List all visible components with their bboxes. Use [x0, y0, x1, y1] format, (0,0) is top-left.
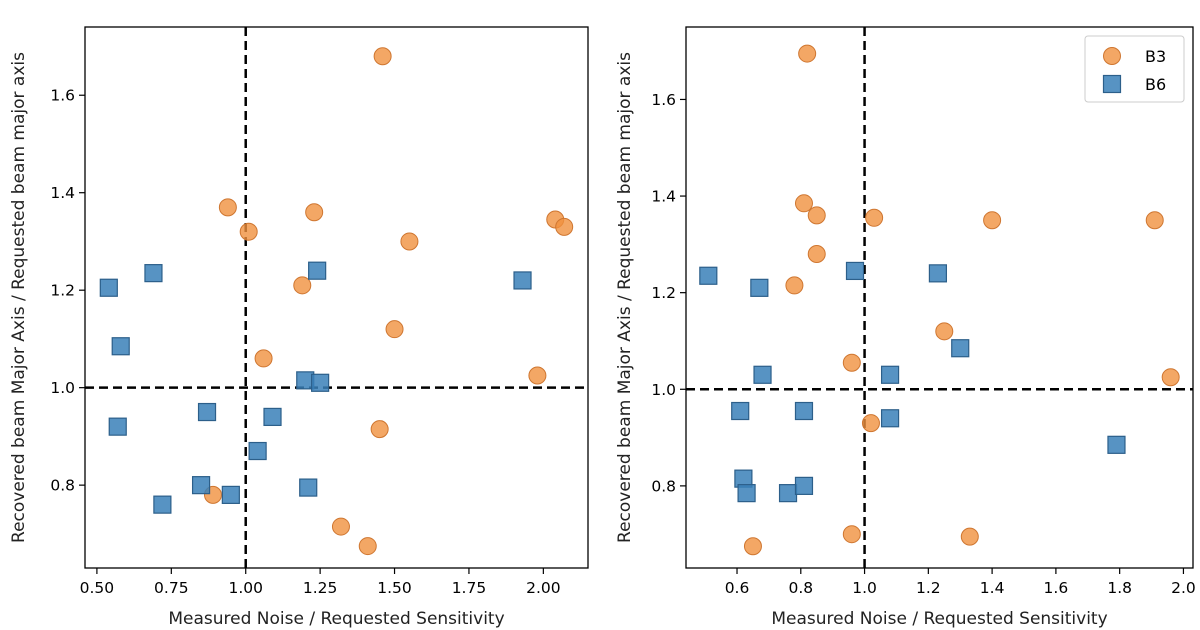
- b3-point: [293, 276, 312, 295]
- b6-point: [794, 401, 814, 421]
- b6-point: [731, 401, 750, 421]
- b3-point: [358, 537, 377, 556]
- b3-point: [807, 206, 826, 225]
- b3-point: [370, 420, 389, 439]
- b6-point: [750, 278, 769, 297]
- y-tick-label: 1.0: [50, 379, 75, 397]
- y-tick-label: 1.2: [50, 282, 75, 300]
- legend-b6-marker: [1102, 74, 1122, 94]
- b3-point: [555, 217, 574, 236]
- x-tick-label: 1.2: [916, 579, 941, 597]
- b3-point: [1161, 368, 1180, 387]
- b6-point: [308, 261, 327, 280]
- x-tick-label: 0.75: [154, 579, 189, 597]
- b3-point: [743, 537, 762, 556]
- b3-point: [305, 203, 324, 222]
- b6-point: [845, 261, 865, 281]
- b3-point: [218, 198, 237, 217]
- x-tick-label: 1.25: [303, 579, 338, 597]
- x-axis-label: Measured Noise / Requested Sensitivity: [771, 609, 1107, 629]
- b6-point: [753, 365, 772, 384]
- x-tick-label: 1.8: [1107, 579, 1132, 597]
- x-tick-label: 0.8: [788, 579, 813, 597]
- x-tick-label: 1.50: [377, 579, 412, 597]
- b6-point: [144, 264, 163, 283]
- b3-point: [807, 245, 826, 264]
- b3-point: [239, 222, 258, 241]
- b6-point: [191, 476, 211, 495]
- b3-point: [400, 232, 419, 251]
- y-tick-label: 1.6: [50, 87, 75, 105]
- b6-point: [197, 402, 217, 422]
- b6-point: [248, 441, 267, 461]
- b3-point: [528, 366, 547, 385]
- y-tick-label: 1.2: [651, 284, 676, 302]
- b3-point: [861, 414, 880, 433]
- b6-point: [1107, 435, 1126, 454]
- b6-point: [951, 339, 970, 358]
- b6-point: [99, 278, 118, 297]
- plot-frame: [685, 26, 1194, 569]
- x-axis-label: Measured Noise / Requested Sensitivity: [168, 609, 504, 629]
- x-tick-label: 1.00: [228, 579, 263, 597]
- x-tick-label: 1.0: [852, 579, 877, 597]
- b6-point: [880, 409, 900, 428]
- b6-point: [153, 495, 172, 514]
- b6-point: [108, 417, 127, 436]
- b6-point: [299, 478, 318, 497]
- b3-point: [373, 47, 392, 66]
- y-tick-label: 1.0: [651, 381, 676, 399]
- left-scatter-panel: 0.50 0.75 1.00 1.25 1.50 1.75 2.00 0.8 1.0 1.2 1.4…: [9, 26, 589, 629]
- y-axis-label: Recovered beam Major Axis / Requested be…: [615, 52, 635, 543]
- b3-point: [798, 44, 817, 63]
- y-tick-label: 0.8: [50, 477, 75, 495]
- x-tick-label: 1.6: [1044, 579, 1069, 597]
- x-tick-label: 1.4: [980, 579, 1005, 597]
- y-axis-label: Recovered beam Major Axis / Requested be…: [9, 52, 29, 543]
- legend-b6-label: B6: [1145, 75, 1166, 94]
- b6-point: [737, 484, 756, 503]
- x-tick-label: 0.6: [725, 579, 750, 597]
- x-tick-label: 1.75: [452, 579, 487, 597]
- b3-point: [785, 276, 804, 295]
- y-tick-label: 1.4: [651, 188, 676, 206]
- b6-point: [778, 484, 798, 503]
- right-scatter-panel: 0.6 0.8 1.0 1.2 1.4 1.6 1.8 2.0 0.8 1.0 1.2 1.4 1.6 M…: [615, 26, 1196, 629]
- b3-point: [842, 525, 861, 544]
- b3-point: [385, 320, 404, 339]
- y-tick-label: 0.8: [651, 477, 676, 495]
- b6-point: [513, 271, 532, 290]
- plot-frame: [84, 26, 589, 569]
- legend-b3-label: B3: [1145, 47, 1166, 66]
- legend-b3-marker: [1103, 47, 1121, 65]
- x-tick-label: 0.50: [80, 579, 115, 597]
- b3-point: [794, 194, 813, 213]
- legend-box: [1084, 35, 1185, 103]
- b3-point: [960, 527, 979, 546]
- y-tick-label: 1.4: [50, 184, 75, 202]
- x-tick-label: 2.00: [526, 579, 561, 597]
- b6-point: [794, 476, 814, 495]
- b3-point: [865, 208, 884, 227]
- b3-point: [842, 353, 861, 372]
- b3-point: [331, 517, 350, 536]
- b6-point: [221, 485, 240, 504]
- b3-point: [1145, 211, 1164, 230]
- b6-point: [111, 337, 130, 356]
- y-tick-label: 1.6: [651, 91, 676, 109]
- x-tick-label: 2.0: [1171, 579, 1196, 597]
- b3-point: [983, 211, 1002, 230]
- b6-point: [263, 407, 282, 427]
- b6-point: [699, 266, 718, 285]
- b3-point: [254, 349, 273, 368]
- b6-point: [880, 365, 900, 384]
- b6-point: [311, 373, 330, 392]
- b6-point: [928, 264, 948, 283]
- b3-point: [935, 322, 954, 341]
